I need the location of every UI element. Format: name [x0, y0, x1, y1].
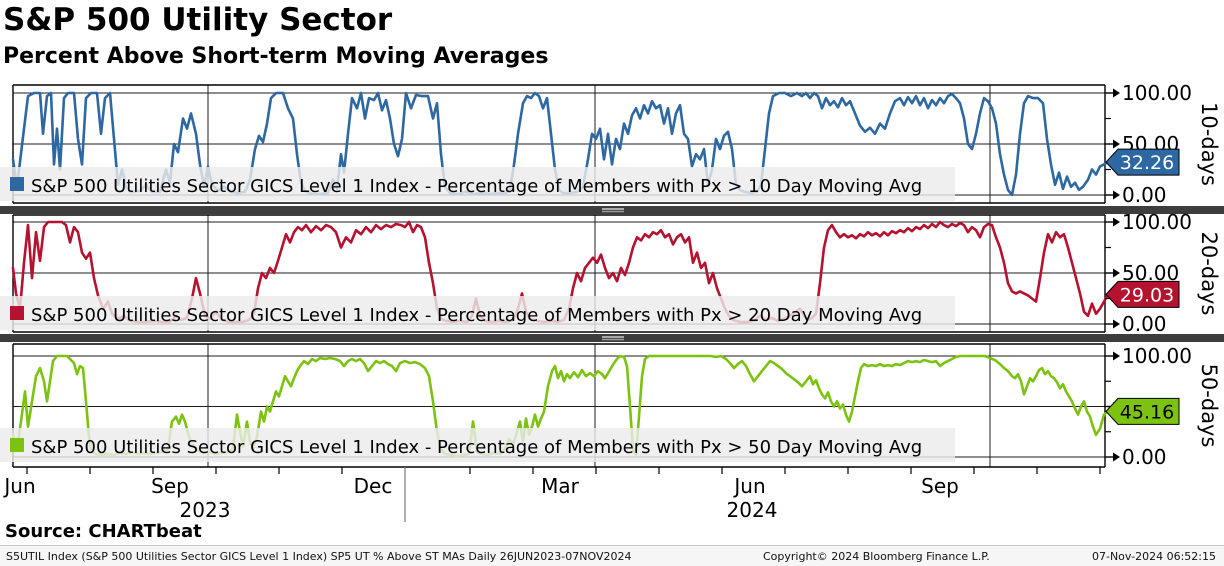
footer-copyright: Copyright© 2024 Bloomberg Finance L.P.	[763, 550, 990, 563]
value-badge-label: 29.03	[1120, 284, 1174, 306]
series-line-10-day	[11, 91, 1110, 197]
source-credit: Source: CHARTbeat	[5, 521, 202, 542]
panel-axis-label-20-day: 20-days	[1197, 232, 1221, 316]
y-tick-label: 0.00	[1122, 445, 1167, 469]
y-tick-label: 100.00	[1122, 81, 1192, 105]
y-tick-label: 0.00	[1122, 312, 1167, 336]
y-tick-label: 0.00	[1122, 183, 1167, 207]
panel-divider[interactable]	[0, 206, 1224, 214]
footer-timestamp: 07-Nov-2024 06:52:15	[1091, 550, 1216, 563]
panel-axis-label-10-day: 10-days	[1197, 102, 1221, 186]
legend-label: S&P 500 Utilities Sector GICS Level 1 In…	[31, 305, 922, 326]
y-tick-arrow-icon	[1113, 139, 1120, 149]
y-tick-arrow-icon	[1113, 190, 1120, 200]
legend-swatch-icon	[10, 306, 24, 320]
x-month-label: Jun	[732, 474, 765, 498]
x-month-label: Jun	[2, 474, 35, 498]
y-tick-label: 100.00	[1122, 210, 1192, 234]
y-tick-arrow-icon	[1113, 88, 1120, 98]
panel-divider[interactable]	[0, 334, 1224, 342]
legend-label: S&P 500 Utilities Sector GICS Level 1 In…	[31, 176, 922, 197]
y-tick-label: 100.00	[1122, 344, 1192, 368]
y-tick-arrow-icon	[1113, 217, 1120, 227]
y-tick-arrow-icon	[1113, 452, 1120, 462]
legend-band	[0, 428, 955, 462]
value-badge-10-day	[1105, 148, 1180, 176]
x-year-label: 2024	[727, 498, 778, 522]
value-badge-label: 32.26	[1120, 152, 1174, 174]
legend-swatch-icon	[10, 438, 24, 452]
y-tick-arrow-icon	[1113, 351, 1120, 361]
x-year-label: 2023	[180, 498, 231, 522]
footer-bar	[0, 545, 1224, 566]
x-month-label: Sep	[921, 474, 959, 498]
legend-band	[0, 167, 955, 201]
legend-label: S&P 500 Utilities Sector GICS Level 1 In…	[31, 437, 922, 458]
value-badge-20-day	[1105, 280, 1180, 308]
y-tick-arrow-icon	[1113, 319, 1120, 329]
legend-swatch-icon	[10, 177, 24, 191]
footer-security-description: S5UTIL Index (S&P 500 Utilities Sector G…	[6, 550, 632, 563]
page-subtitle: Percent Above Short-term Moving Averages	[3, 44, 549, 69]
x-month-label: Dec	[354, 474, 393, 498]
value-badge-50-day	[1105, 397, 1180, 425]
legend-band	[0, 296, 955, 330]
y-tick-arrow-icon	[1113, 268, 1120, 278]
x-month-label: Sep	[151, 474, 189, 498]
page-title: S&P 500 Utility Sector	[3, 2, 393, 38]
value-badge-label: 45.16	[1120, 401, 1174, 423]
x-month-label: Mar	[541, 474, 580, 498]
panel-axis-label-50-day: 50-days	[1197, 364, 1221, 448]
